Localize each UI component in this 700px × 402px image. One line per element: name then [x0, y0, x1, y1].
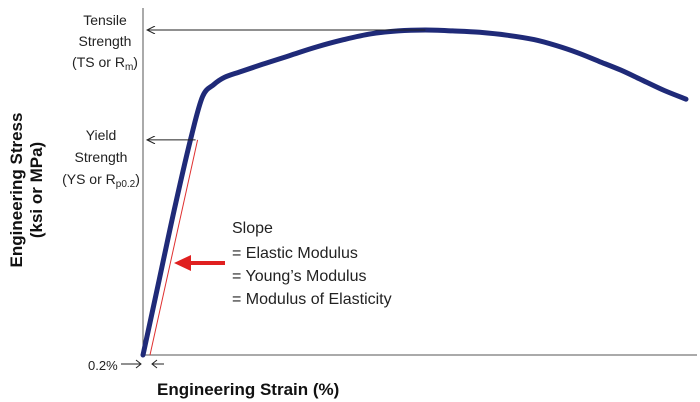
tensile-label-pre: (TS or R — [72, 54, 125, 70]
y-axis-title: Engineering Stress (ksi or MPa) — [7, 113, 46, 268]
y-axis-title-line2: (ksi or MPa) — [27, 142, 46, 238]
y-axis-title-line1: Engineering Stress — [7, 113, 26, 268]
slope-title: Slope — [232, 220, 273, 237]
x-axis-title: Engineering Strain (%) — [157, 380, 339, 399]
tensile-label-line2: Strength — [79, 33, 132, 49]
slope-pointer-arrow-head — [174, 255, 191, 271]
offset-arrow-left-head — [151, 359, 158, 369]
offset-label: 0.2% — [88, 358, 118, 373]
slope-youngs-modulus: = Young’s Modulus — [232, 268, 366, 285]
plot-layer — [121, 27, 689, 369]
yield-label-line2: Strength — [75, 149, 128, 165]
yield-label-sub: p0.2 — [116, 179, 136, 190]
tensile-label-line3: (TS or Rm) — [72, 54, 138, 73]
yield-label-pre: (YS or R — [62, 171, 116, 187]
tensile-label-post: ) — [133, 54, 138, 70]
elastic-slope-line — [149, 139, 199, 356]
tensile-label-line1: Tensile — [83, 12, 127, 28]
yield-label-line3: (YS or Rp0.2) — [62, 171, 140, 190]
yield-label-line1: Yield — [86, 127, 117, 143]
slope-modulus-of-elasticity: = Modulus of Elasticity — [232, 291, 392, 308]
slope-elastic-modulus: = Elastic Modulus — [232, 245, 358, 262]
yield-label-post: ) — [135, 171, 140, 187]
stress-strain-curve — [140, 27, 689, 358]
tensile-label-sub: m — [125, 62, 133, 73]
offset-arrow-right-head — [135, 359, 142, 369]
